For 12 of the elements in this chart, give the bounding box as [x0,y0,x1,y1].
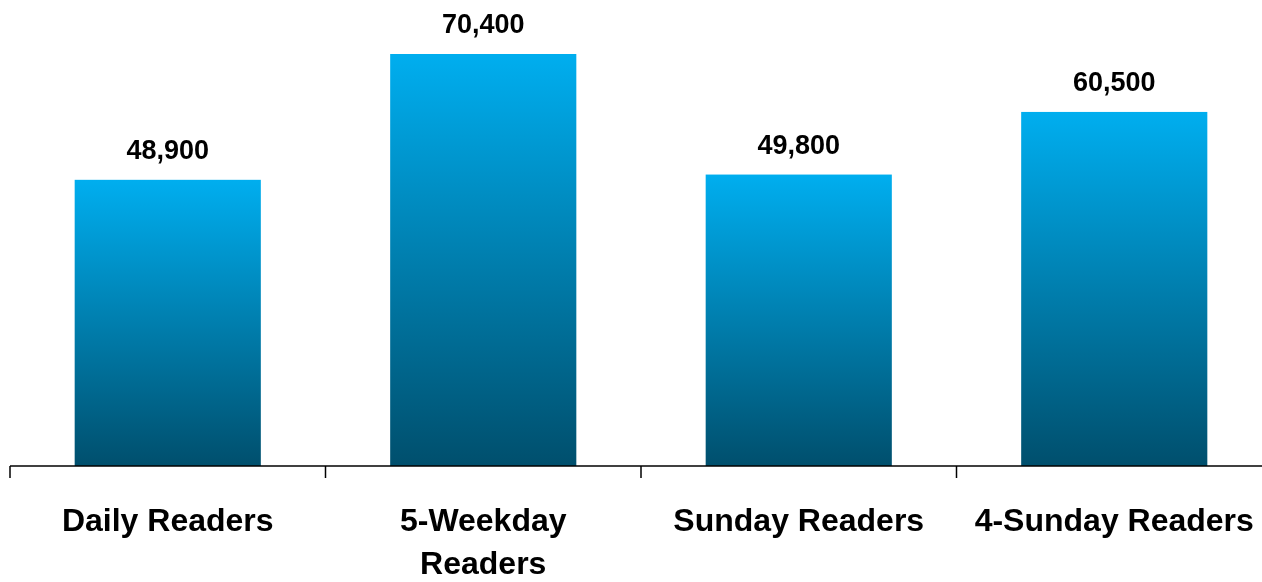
data-label: 70,400 [441,9,525,39]
x-tick-label: Daily Readers [61,502,274,538]
data-label: 60,500 [1072,66,1156,97]
x-tick-label: Sunday Readers [673,502,925,538]
data-label: 48,900 [126,134,210,165]
bar [705,174,892,466]
x-tick-label: 5-Weekday Readers [399,502,567,581]
bar [390,54,577,466]
bar [74,179,261,466]
x-tick-label: 4-Sunday Readers [974,502,1254,538]
data-label: 49,800 [757,129,841,160]
bar [1021,111,1208,466]
